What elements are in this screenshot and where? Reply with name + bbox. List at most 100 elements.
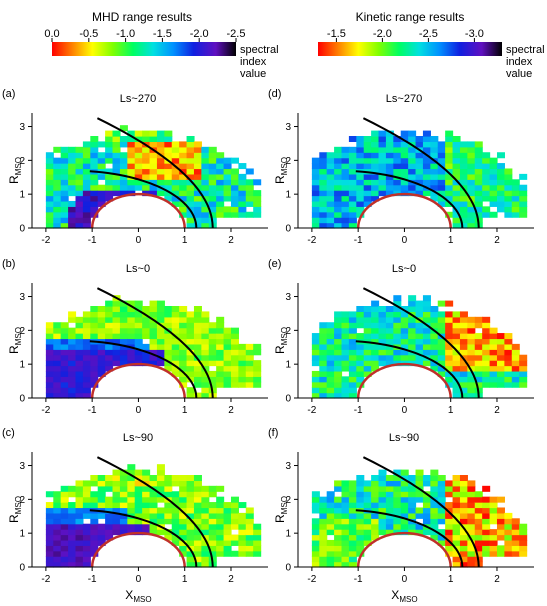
heatmap-cell [223,168,232,175]
heatmap-cell [319,184,328,191]
heatmap-cell [378,360,387,367]
heatmap-cell [482,349,491,356]
heatmap-cell [385,152,394,159]
heatmap-cell [378,136,387,143]
heatmap-cell [171,491,180,498]
heatmap-cell [334,392,343,399]
heatmap-cell [119,190,128,197]
heatmap-cell [230,211,239,218]
heatmap-cell [149,349,158,356]
heatmap-cell [385,306,394,313]
heatmap-cell [186,349,195,356]
heatmap-cell [437,200,446,207]
heatmap-cell [193,322,202,329]
heatmap-cell [356,157,365,164]
heatmap-cell [216,195,225,202]
heatmap-cell [238,534,247,541]
heatmap-cell [437,152,446,159]
heatmap-cell [459,168,468,175]
heatmap-cell [171,529,180,536]
heatmap-cell [511,184,520,191]
heatmap-cell [348,381,357,388]
heatmap-cell [75,333,84,340]
heatmap-cell [82,311,91,318]
heatmap-cell [253,200,262,207]
heatmap-cell [186,491,195,498]
heatmap-cell [171,523,180,530]
heatmap-cell [164,141,173,148]
heatmap-cell [142,491,151,498]
heatmap-cell [68,518,77,525]
heatmap-cell [60,206,69,213]
heatmap-cell [437,365,446,372]
heatmap-cell [334,163,343,170]
heatmap-cell [489,529,498,536]
heatmap-cell [437,349,446,356]
heatmap-cell [105,485,114,492]
heatmap-cell [348,387,357,394]
heatmap-cell [489,370,498,377]
heatmap-cell [112,518,121,525]
heatmap-cell [319,539,328,546]
heatmap-cell [459,360,468,367]
heatmap-cell [230,539,239,546]
heatmap-cell [371,485,380,492]
heatmap-cell [422,179,431,186]
heatmap-cell [393,491,402,498]
heatmap-cell [341,222,350,229]
heatmap-cell [171,179,180,186]
heatmap-cell [68,157,77,164]
bow-shock-line [362,117,480,228]
heatmap-cell [489,539,498,546]
x-tick-label: -1 [88,235,97,246]
colorbar-tick-label: -0.5 [79,28,98,40]
heatmap-cell [474,343,483,350]
heatmap-cell [119,152,128,159]
heatmap-cell [311,496,320,503]
heatmap-cell [363,190,372,197]
heatmap-cell [186,146,195,153]
heatmap-cell [496,518,505,525]
heatmap-cell [134,354,143,361]
heatmap-cell [437,338,446,345]
heatmap-cell [127,480,136,487]
heatmap-cell [496,349,505,356]
heatmap-cell [356,163,365,170]
heatmap-cell [230,179,239,186]
heatmap-cell [496,545,505,552]
heatmap-cell [105,300,114,307]
heatmap-cell [363,184,372,191]
heatmap-cell [356,539,365,546]
heatmap-cell [334,376,343,383]
heatmap-cell [179,157,188,164]
heatmap-cell [482,179,491,186]
heatmap-cell [245,200,254,207]
heatmap-cell [482,173,491,180]
heatmap-cell [201,507,210,514]
heatmap-cell [216,333,225,340]
heatmap-cell [348,539,357,546]
heatmap-cell [319,152,328,159]
heatmap-cell [201,338,210,345]
heatmap-cell [422,480,431,487]
heatmap-cell [511,539,520,546]
heatmap-cell [60,343,69,350]
heatmap-cell [504,338,513,345]
y-tick-label: 1 [19,360,25,371]
heatmap-cell [363,200,372,207]
heatmap-cell [75,327,84,334]
heatmap-cell [385,349,394,356]
heatmap-cell [112,469,121,476]
heatmap-cell [422,338,431,345]
heatmap-cell [334,327,343,334]
heatmap-cell [201,206,210,213]
heatmap-cell [385,354,394,361]
heatmap-cell [371,190,380,197]
heatmap-cell [112,311,121,318]
heatmap-cell [68,512,77,519]
heatmap-cell [179,190,188,197]
heatmap-cell [452,146,461,153]
heatmap-cell [363,152,372,159]
heatmap-cell [75,502,84,509]
y-axis-label: RMSO [273,327,289,354]
